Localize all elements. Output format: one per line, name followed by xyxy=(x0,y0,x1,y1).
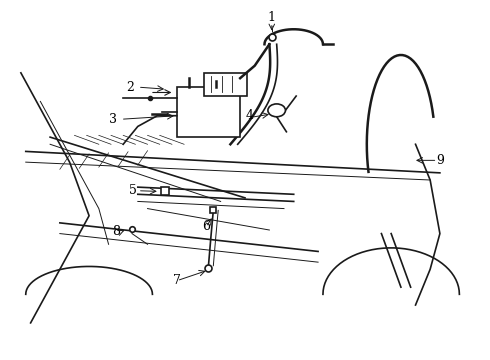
Text: 3: 3 xyxy=(109,113,118,126)
Text: 1: 1 xyxy=(268,11,276,24)
Circle shape xyxy=(268,104,286,117)
Text: 4: 4 xyxy=(246,109,254,122)
Text: 5: 5 xyxy=(129,184,137,197)
Text: 6: 6 xyxy=(202,220,210,233)
Text: 2: 2 xyxy=(126,81,134,94)
Text: 8: 8 xyxy=(112,225,120,238)
Text: 9: 9 xyxy=(436,154,444,167)
Bar xyxy=(177,87,240,137)
Bar xyxy=(203,73,247,96)
Text: 7: 7 xyxy=(173,274,181,287)
